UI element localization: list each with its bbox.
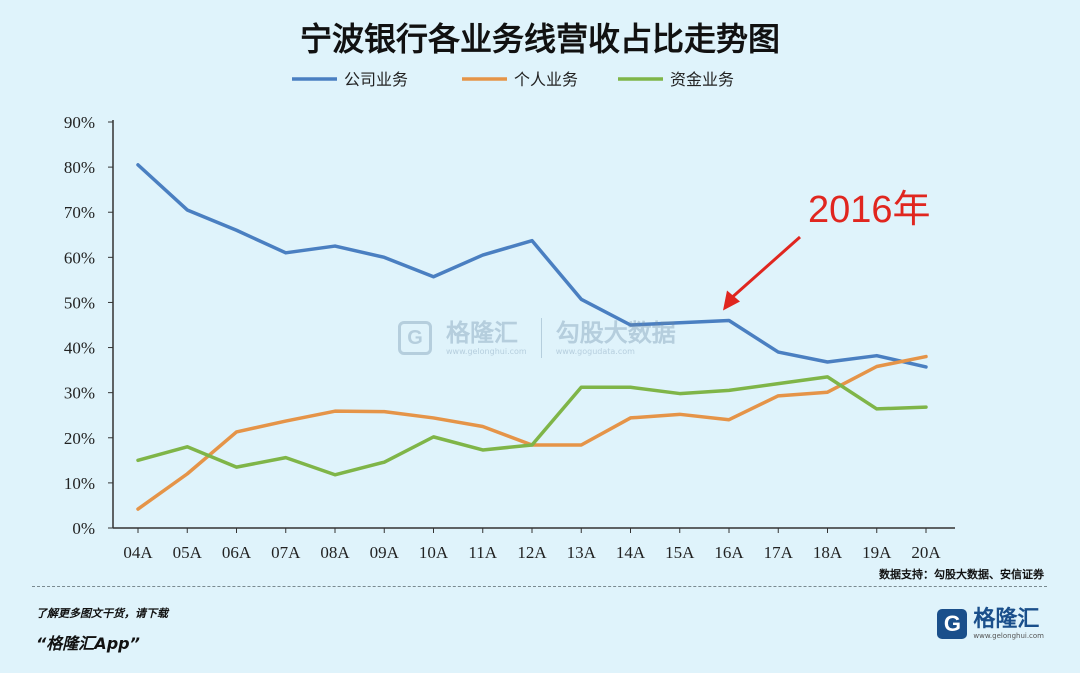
y-tick-label: 90%: [64, 113, 95, 132]
y-tick-label: 70%: [64, 203, 95, 222]
x-tick-label: 07A: [271, 543, 301, 562]
watermark-right-sub: www.gogudata.com: [555, 346, 635, 356]
legend-label: 资金业务: [670, 70, 734, 89]
x-tick-label: 06A: [222, 543, 252, 562]
legend-label: 公司业务: [344, 70, 408, 89]
x-tick-label: 18A: [813, 543, 843, 562]
chart-annotation: 2016年: [723, 189, 931, 311]
logo-icon: G: [937, 609, 968, 639]
x-tick-label: 17A: [764, 543, 794, 562]
chart-axes: 0% 10% 20% 30% 40% 50% 60% 70% 80% 90% 04A 05A 06A 07…: [64, 113, 955, 562]
logo-text: 格隆汇: [973, 606, 1040, 632]
x-tick-label: 12A: [517, 543, 547, 562]
x-tick-label: 13A: [567, 543, 597, 562]
y-tick-label: 20%: [64, 429, 95, 448]
x-tick-label: 04A: [123, 543, 153, 562]
annotation-label: 2016年: [808, 189, 931, 231]
legend-label: 个人业务: [514, 70, 578, 89]
watermark-separator: [540, 318, 542, 358]
watermark-right-text: 勾股大数据: [555, 318, 676, 347]
app-name: “格隆汇App”: [36, 634, 140, 653]
x-tick-label: 10A: [419, 543, 449, 562]
brand-logo[interactable]: G 格隆汇 www.gelonghui.com: [937, 606, 1044, 642]
divider: [32, 586, 1047, 587]
y-tick-label: 40%: [64, 339, 95, 358]
chart-title: 宁波银行各业务线营收占比走势图: [299, 20, 780, 58]
line-chart: 公司业务 个人业务 资金业务 0% 10% 20% 30% 40% 50% 60% 70% 80% 9…: [64, 70, 955, 562]
y-tick-label: 10%: [64, 474, 95, 493]
x-tick-label: 08A: [320, 543, 350, 562]
x-tick-label: 19A: [862, 543, 892, 562]
y-tick-label: 30%: [64, 384, 95, 403]
chart-legend: 公司业务 个人业务 资金业务: [292, 70, 734, 89]
annotation-arrow: [732, 235, 801, 298]
y-tick-label: 60%: [64, 248, 95, 267]
annotation-arrowhead: [723, 290, 740, 311]
x-tick-label: 16A: [714, 543, 744, 562]
watermark-left-sub: www.gelonghui.com: [446, 346, 527, 356]
y-tick-label: 0%: [72, 519, 95, 538]
chart-series: [136, 163, 928, 511]
series-line: [136, 163, 928, 369]
x-tick-label: 15A: [665, 543, 695, 562]
watermark-logo-icon: G: [398, 321, 432, 355]
x-tick-label: 09A: [370, 543, 400, 562]
promo-text: 了解更多图文干货，请下载: [36, 607, 168, 620]
series-line: [136, 375, 928, 477]
x-tick-label: 11A: [468, 543, 497, 562]
watermark: G 格隆汇 www.gelonghui.com 勾股大数据 www.goguda…: [398, 318, 676, 358]
x-tick-label: 05A: [173, 543, 203, 562]
y-tick-label: 80%: [64, 158, 95, 177]
y-tick-label: 50%: [64, 293, 95, 312]
logo-url: www.gelonghui.com: [973, 631, 1044, 640]
data-source: 数据支持：勾股大数据、安信证券: [879, 568, 1044, 581]
x-tick-label: 20A: [911, 543, 941, 562]
x-tick-label: 14A: [616, 543, 646, 562]
watermark-left-text: 格隆汇: [446, 318, 518, 347]
